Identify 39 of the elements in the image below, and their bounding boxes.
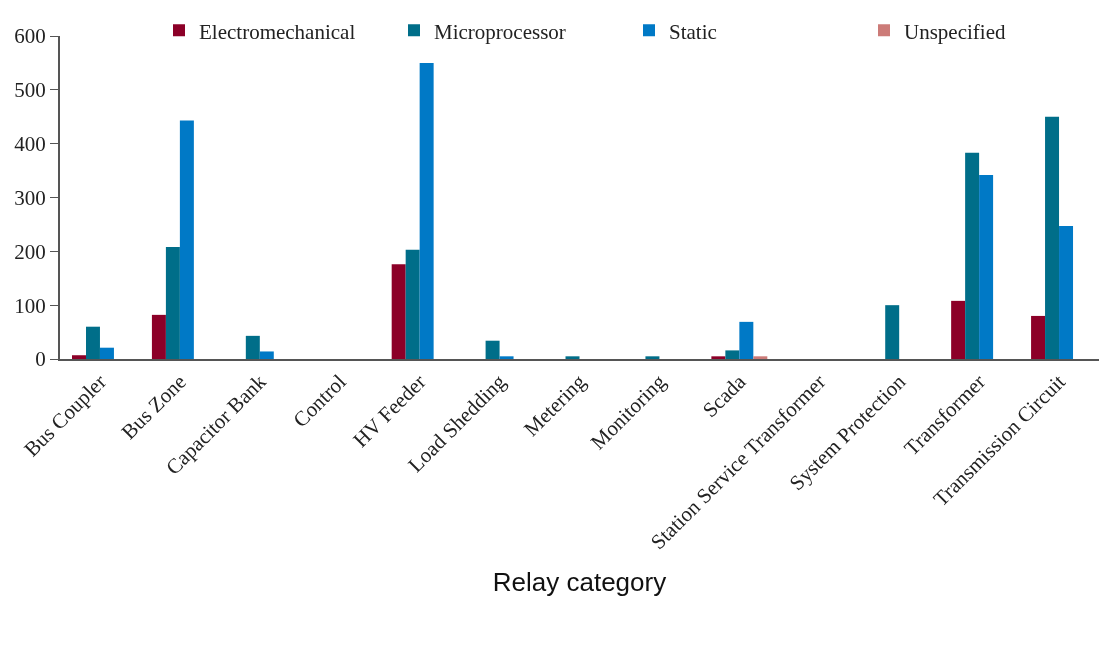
bar (405, 249, 420, 359)
y-tick-label: 400 (14, 132, 46, 157)
x-axis-title: Relay category (492, 567, 667, 598)
y-tick-label: 500 (14, 78, 46, 103)
bar (179, 120, 194, 359)
x-tick-label: Bus Zone (116, 369, 191, 444)
bar (499, 356, 514, 359)
legend-label: Unspecified (904, 19, 1006, 44)
bar (485, 340, 500, 359)
y-tick-label: 100 (14, 293, 46, 318)
bar (165, 247, 180, 359)
bar (739, 321, 754, 359)
y-tick-label: 0 (35, 347, 46, 372)
bar (711, 356, 726, 359)
bar (245, 335, 260, 359)
bar (951, 300, 966, 359)
bar (725, 350, 740, 359)
bar (979, 174, 994, 359)
bar (645, 356, 660, 359)
bar (885, 305, 900, 359)
bar (1045, 116, 1060, 359)
bar (85, 326, 100, 359)
bar (965, 152, 980, 359)
bar (259, 351, 274, 359)
bar (419, 62, 434, 359)
y-tick-label: 200 (14, 239, 46, 264)
bar (1031, 315, 1046, 359)
bar (71, 355, 86, 359)
legend-label: Electromechanical (199, 19, 356, 44)
legend-label: Static (669, 19, 717, 44)
bar (753, 356, 768, 359)
bar (1059, 226, 1074, 359)
legend-label: Microprocessor (434, 19, 566, 44)
y-tick-label: 300 (14, 185, 46, 210)
bar (565, 356, 580, 359)
bar (151, 314, 166, 359)
bar (99, 347, 114, 359)
bar (391, 264, 406, 359)
y-tick-label: 600 (14, 24, 46, 49)
